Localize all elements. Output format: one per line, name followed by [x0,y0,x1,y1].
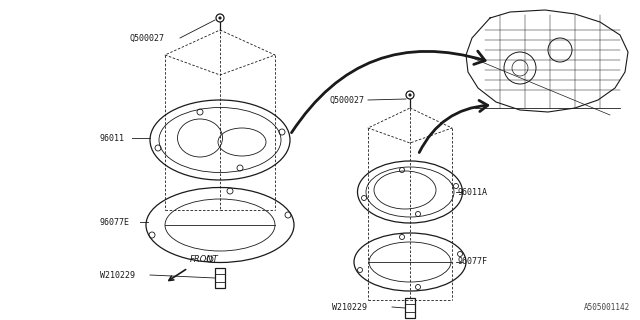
Text: FRONT: FRONT [190,255,219,264]
Text: Q500027: Q500027 [130,34,165,43]
FancyArrowPatch shape [419,100,488,153]
Text: W210229: W210229 [332,302,367,311]
Circle shape [409,94,412,96]
Bar [215,268,225,288]
Text: 96011: 96011 [100,133,125,142]
Text: 96077F: 96077F [458,258,488,267]
Bar [405,298,415,318]
FancyArrowPatch shape [291,51,485,133]
Text: Q500027: Q500027 [330,95,365,105]
Circle shape [219,17,221,19]
Text: W210229: W210229 [100,270,135,279]
Text: A505001142: A505001142 [584,303,630,312]
Text: 96011A: 96011A [458,188,488,196]
Text: 96077E: 96077E [100,218,130,227]
